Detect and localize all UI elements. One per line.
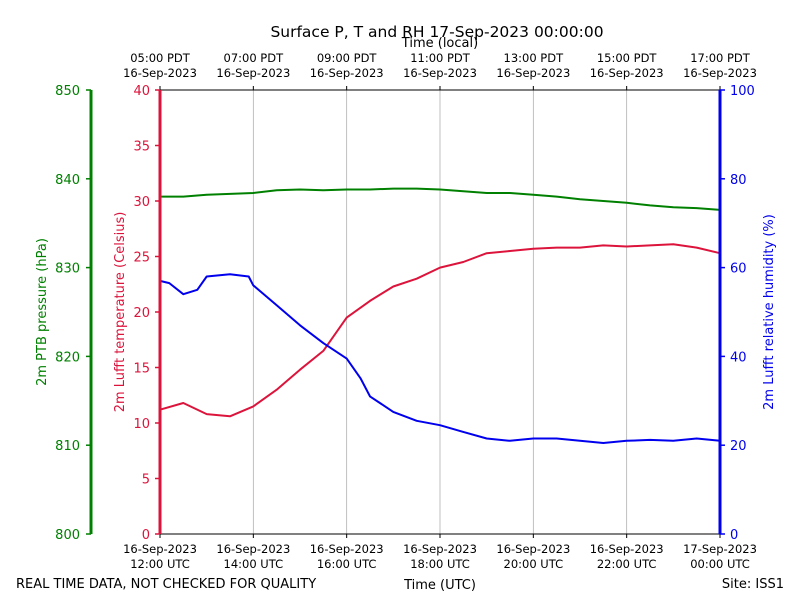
chart-title: Surface P, T and RH 17-Sep-2023 00:00:00: [270, 23, 603, 41]
top-tick-label-date: 16-Sep-2023: [590, 66, 664, 80]
x-tick-label-date: 17-Sep-2023: [683, 542, 757, 556]
x-axis-label: Time (UTC): [403, 578, 476, 593]
x-tick-label-time: 14:00 UTC: [224, 557, 284, 571]
x-tick-label-date: 16-Sep-2023: [403, 542, 477, 556]
top-tick-label-time: 17:00 PDT: [690, 51, 751, 65]
pressure-tick-label: 850: [55, 84, 80, 99]
quality-warning: REAL TIME DATA, NOT CHECKED FOR QUALITY: [16, 577, 316, 592]
humidity-tick-label: 60: [730, 262, 747, 277]
humidity-tick-label: 100: [730, 84, 755, 99]
top-tick-label-date: 16-Sep-2023: [403, 66, 477, 80]
humidity-tick-label: 40: [730, 350, 747, 365]
pressure-tick-label: 840: [55, 173, 80, 188]
temperature-tick-label: 25: [133, 251, 150, 266]
top-tick-label-time: 13:00 PDT: [504, 51, 565, 65]
x-tick-label-time: 18:00 UTC: [410, 557, 470, 571]
top-tick-label-time: 11:00 PDT: [410, 51, 471, 65]
top-tick-label-date: 16-Sep-2023: [123, 66, 197, 80]
temperature-tick-label: 0: [142, 528, 150, 543]
pressure-tick-label: 800: [55, 528, 80, 543]
pressure-axis-label: 2m PTB pressure (hPa): [35, 238, 50, 386]
x-tick-label-date: 16-Sep-2023: [216, 542, 290, 556]
site-label: Site: ISS1: [722, 577, 784, 592]
top-tick-label-time: 15:00 PDT: [597, 51, 658, 65]
top-tick-label-time: 09:00 PDT: [317, 51, 378, 65]
temperature-axis-label: 2m Lufft temperature (Celsius): [113, 212, 128, 413]
x-tick-label-date: 16-Sep-2023: [123, 542, 197, 556]
x-tick-label-date: 16-Sep-2023: [496, 542, 570, 556]
humidity-tick-label: 20: [730, 439, 747, 454]
x-tick-label-time: 12:00 UTC: [130, 557, 190, 571]
x-tick-label-time: 22:00 UTC: [597, 557, 657, 571]
top-tick-label-date: 16-Sep-2023: [216, 66, 290, 80]
humidity-axis-label: 2m Lufft relative humidity (%): [762, 214, 777, 410]
pressure-tick-label: 810: [55, 439, 80, 454]
top-tick-label-time: 05:00 PDT: [130, 51, 191, 65]
temperature-tick-label: 5: [142, 473, 150, 488]
temperature-tick-label: 30: [133, 195, 150, 210]
temperature-tick-label: 40: [133, 84, 150, 99]
temperature-tick-label: 10: [133, 417, 150, 432]
pressure-tick-label: 830: [55, 262, 80, 277]
top-axis-label: Time (local): [401, 36, 478, 51]
pressure-series-line: [160, 187, 721, 211]
top-tick-label-date: 16-Sep-2023: [683, 66, 757, 80]
humidity-series-line: [159, 273, 721, 444]
top-tick-label-date: 16-Sep-2023: [310, 66, 384, 80]
humidity-tick-label: 80: [730, 173, 747, 188]
temperature-tick-label: 35: [133, 140, 150, 155]
humidity-tick-label: 0: [730, 528, 738, 543]
x-tick-label-time: 00:00 UTC: [690, 557, 750, 571]
grid-lines: [252, 90, 628, 534]
top-tick-label-date: 16-Sep-2023: [496, 66, 570, 80]
x-tick-label-time: 16:00 UTC: [317, 557, 377, 571]
x-tick-label-time: 20:00 UTC: [504, 557, 564, 571]
x-tick-label-date: 16-Sep-2023: [590, 542, 664, 556]
top-tick-label-time: 07:00 PDT: [224, 51, 285, 65]
temperature-tick-label: 15: [133, 362, 150, 377]
temperature-tick-label: 20: [133, 306, 150, 321]
temperature-series-line: [159, 243, 721, 418]
pressure-tick-label: 820: [55, 350, 80, 365]
plot-series: [159, 187, 721, 444]
x-tick-label-date: 16-Sep-2023: [310, 542, 384, 556]
